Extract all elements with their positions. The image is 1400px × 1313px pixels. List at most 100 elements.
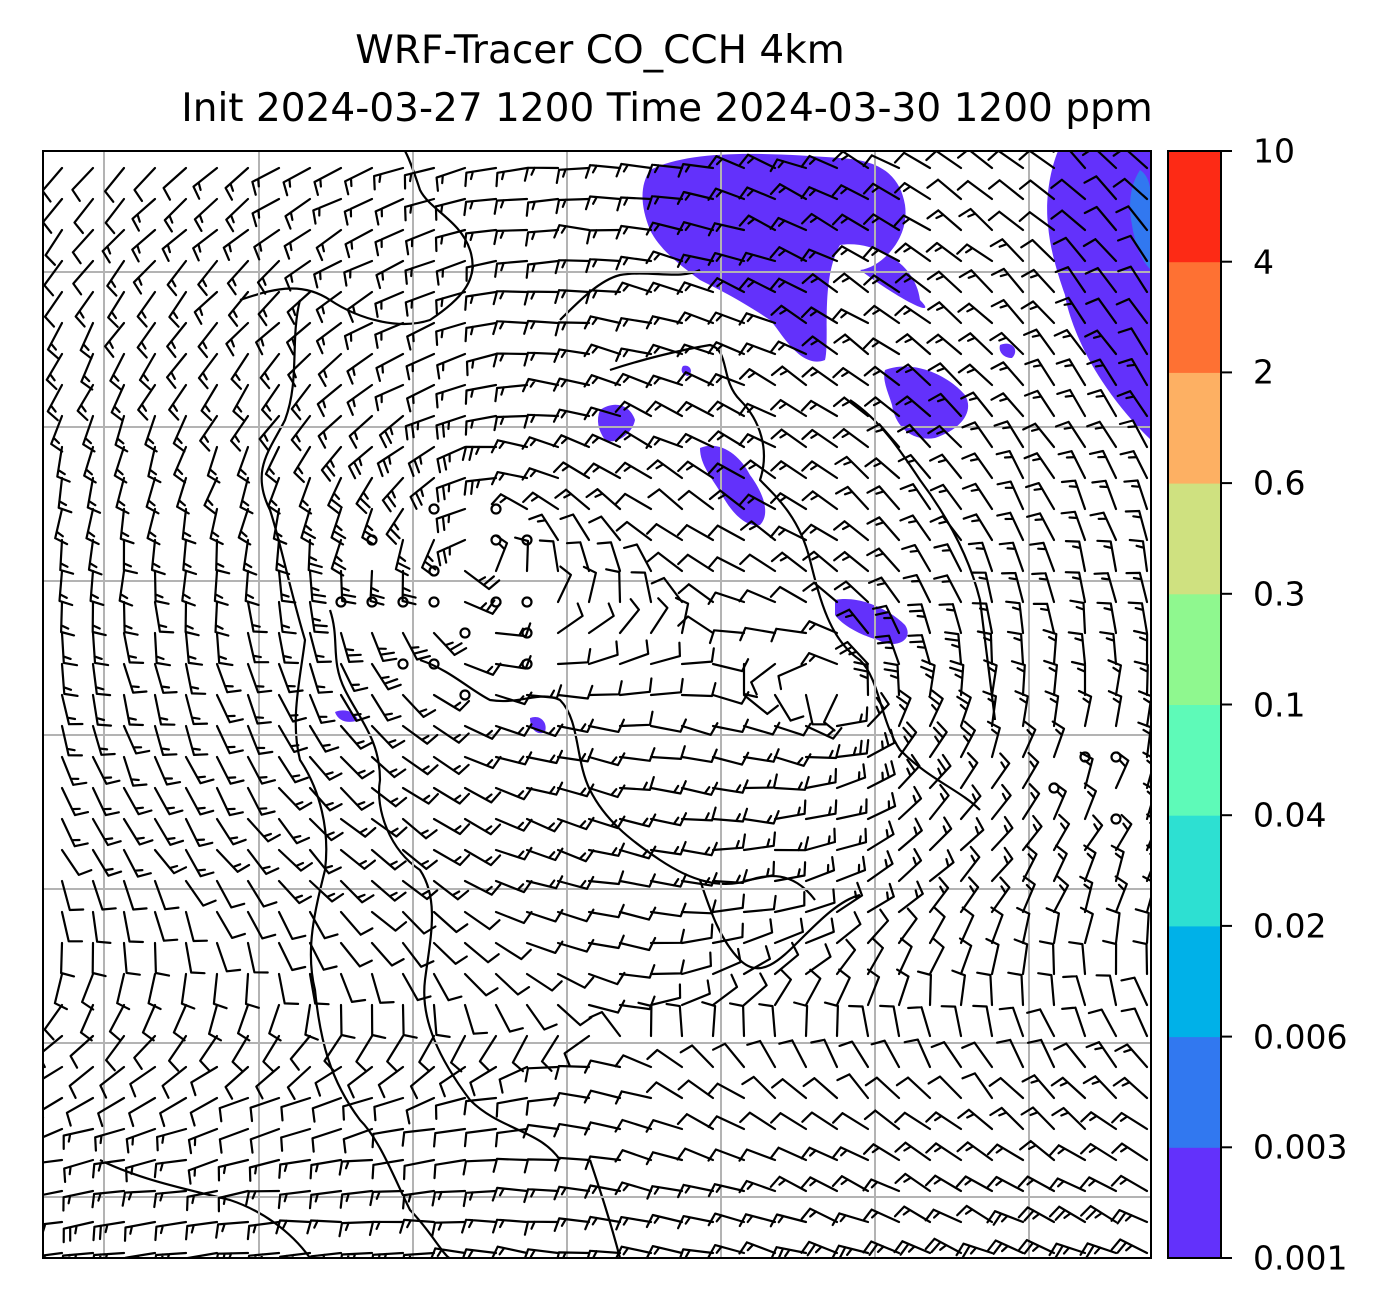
wind-barb (339, 1189, 374, 1209)
wind-barb (676, 253, 715, 268)
wind-barb (990, 752, 1011, 790)
wind-barb (924, 1237, 963, 1255)
wind-barb (218, 1096, 250, 1123)
wind-barb (646, 163, 684, 179)
wind-barb (967, 541, 994, 573)
wind-barb (197, 321, 219, 359)
wind-barb (1018, 179, 1056, 201)
wind-barb (217, 1158, 250, 1182)
wind-barb (494, 786, 533, 801)
colorbar-tick-label: 0.1 (1253, 685, 1306, 724)
wind-barb (189, 1096, 219, 1127)
wind-barb (583, 433, 622, 449)
wind-barb (1115, 205, 1149, 232)
wind-barb (436, 538, 467, 567)
wind-barb (309, 1251, 343, 1258)
coastline-island (588, 1159, 622, 1258)
wind-barb (465, 352, 498, 377)
wind-barb (154, 1251, 188, 1258)
wind-barb (1048, 1144, 1087, 1162)
wind-barb (180, 972, 196, 1010)
wind-barb (987, 210, 1025, 232)
wind-barb (614, 1118, 653, 1133)
wind-barb (330, 538, 347, 577)
wind-barb (868, 576, 901, 604)
wind-barb (583, 1121, 622, 1136)
wind-barb (707, 462, 746, 480)
wind-barb (1089, 511, 1118, 542)
wind-barb (961, 421, 994, 449)
wind-barb (831, 213, 870, 232)
wind-barb (215, 538, 231, 575)
wind-barb (264, 445, 281, 484)
wind-barb (286, 1065, 312, 1100)
wind-barb (742, 945, 771, 976)
wind-barb (225, 321, 250, 357)
wind-barb (894, 305, 932, 325)
wind-barb (525, 197, 560, 217)
wind-barb (1045, 907, 1060, 945)
wind-barb (237, 1003, 251, 1042)
wind-barb (773, 969, 792, 1007)
wind-barb (989, 331, 1025, 356)
wind-barb (870, 1039, 901, 1069)
wind-barb (958, 269, 994, 294)
wind-barb (401, 1127, 436, 1147)
wind-barb (374, 290, 405, 318)
wind-barb (990, 846, 1014, 883)
wind-barb (125, 1127, 157, 1154)
wind-barb (409, 476, 436, 510)
tracer-plume-north (642, 153, 926, 362)
wind-barb (556, 972, 595, 989)
wind-barb (355, 476, 374, 515)
wind-barb (374, 228, 405, 257)
wind-barb (1082, 238, 1118, 263)
wind-barb (184, 600, 200, 637)
wind-barb (308, 693, 336, 724)
wind-barb (355, 1034, 374, 1072)
wind-barb (306, 1219, 343, 1235)
wind-barb (376, 445, 405, 478)
wind-barb (463, 476, 498, 496)
wind-barb (835, 798, 868, 821)
wind-barb (804, 693, 827, 726)
wind-barb (464, 321, 498, 343)
wind-barb (676, 311, 715, 325)
wind-barb (1080, 1205, 1118, 1224)
wind-barb (1044, 690, 1060, 728)
wind-barb (464, 414, 498, 436)
wind-barb (521, 467, 560, 481)
wind-barb (464, 290, 498, 311)
wind-barb (587, 680, 623, 697)
wind-barb (864, 457, 901, 480)
wind-barb (769, 1213, 808, 1228)
wind-barb (308, 1189, 343, 1210)
wind-barb (588, 515, 622, 542)
wind-barb (1055, 358, 1087, 387)
wind-barb (401, 569, 417, 606)
colorbar-tick-label: 0.04 (1253, 795, 1327, 835)
wind-barb (584, 1215, 622, 1231)
wind-barb (832, 272, 870, 294)
wind-barb (224, 166, 250, 201)
wind-barb (678, 1248, 715, 1258)
wind-barb (895, 363, 932, 387)
wind-barb (320, 445, 343, 482)
wind-barb (1021, 751, 1040, 790)
colorbar-segment (1168, 483, 1221, 595)
wind-barb (928, 721, 948, 759)
wind-barb (554, 1156, 591, 1172)
wind-barb (616, 196, 653, 212)
wind-barb (184, 755, 215, 785)
wind-barb (583, 406, 622, 421)
wind-barb (463, 817, 502, 836)
wind-barb (122, 631, 145, 664)
wind-barb (60, 879, 85, 912)
wind-barb (614, 492, 653, 511)
wind-barb (838, 1040, 870, 1069)
wind-barb (435, 321, 467, 346)
wind-barb (317, 352, 343, 387)
wind-barb (399, 1218, 436, 1234)
wind-barb (373, 166, 405, 191)
wind-barb (122, 817, 154, 846)
